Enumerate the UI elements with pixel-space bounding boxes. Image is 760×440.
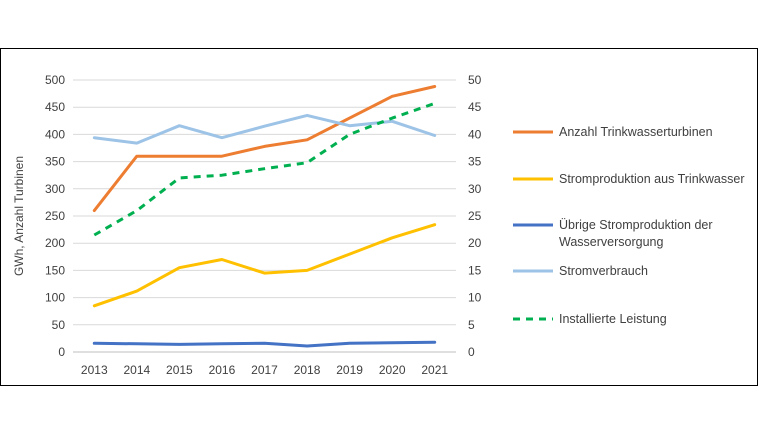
y-tick-label: 250 [45,209,65,223]
y2-tick-label: 30 [468,182,482,196]
x-tick-label: 2020 [379,363,406,377]
y-tick-label: 450 [45,100,65,114]
x-tick-label: 2013 [81,363,108,377]
legend-label: Anzahl Trinkwasserturbinen [559,125,713,139]
y2-tick-label: 15 [468,263,482,277]
series-line--brige-stromproduktion-der-wasserversorgung [92,340,437,348]
y-tick-label: 400 [45,127,65,141]
x-tick-label: 2021 [421,363,448,377]
y2-tick-label: 0 [468,345,475,359]
y2-tick-label: 25 [468,209,482,223]
legend-label: Stromverbrauch [559,264,648,278]
y-tick-label: 500 [45,73,65,87]
y2-tick-label: 45 [468,100,482,114]
x-tick-label: 2018 [294,363,321,377]
y-tick-label: 100 [45,291,65,305]
x-tick-label: 2017 [251,363,278,377]
y-tick-label: 300 [45,182,65,196]
y2-tick-label: 10 [468,291,482,305]
y2-tick-label: 20 [468,236,482,250]
series-line-stromverbrauch [92,113,437,145]
y-tick-label: 0 [58,345,65,359]
y-tick-label: 200 [45,236,65,250]
line-chart: 0 50 100 150 200 250 300 350 400 450 500 0 5 10 15 20 25… [12,73,745,377]
series-line-anzahl-trinkwasserturbinen [92,85,437,213]
x-tick-label: 2016 [209,363,236,377]
x-tick-label: 2019 [336,363,363,377]
y2-tick-label: 5 [468,318,475,332]
legend-label: Wasserversorgung [559,235,663,249]
y2-tick-label: 35 [468,155,482,169]
y2-tick-label: 50 [468,73,482,87]
y2-tick-label: 40 [468,127,482,141]
chart-frame: 0 50 100 150 200 250 300 350 400 450 500 0 5 10 15 20 25… [0,48,758,386]
legend-label: Stromproduktion aus Trinkwasser [559,172,745,186]
legend-label: Installierte Leistung [559,312,667,326]
y-tick-label: 350 [45,155,65,169]
y-axis-title: GWh, Anzahl Turbinen [12,156,26,276]
series-line-stromproduktion-aus-trinkwasser [92,223,437,308]
x-tick-label: 2014 [123,363,150,377]
y-tick-label: 50 [52,318,66,332]
series-line-installierte-leistung [93,101,436,237]
y-tick-label: 150 [45,263,65,277]
x-tick-label: 2015 [166,363,193,377]
legend-label: Übrige Stromproduktion der [559,218,713,232]
